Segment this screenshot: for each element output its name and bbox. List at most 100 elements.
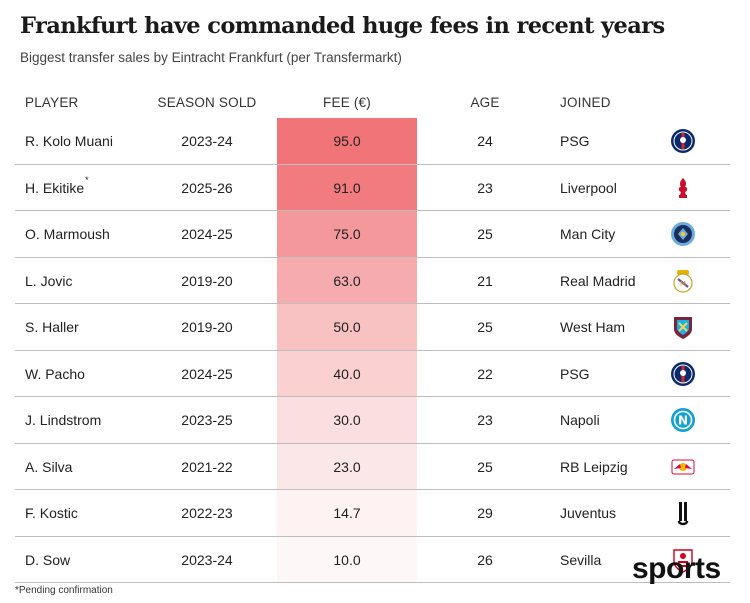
chart-title: Frankfurt have commanded huge fees in re… [20, 13, 665, 39]
joined-club: Juventus [560, 505, 617, 521]
player-name: R. Kolo Muani [25, 133, 113, 149]
row-divider [15, 489, 730, 490]
player-age: 25 [477, 226, 493, 242]
west-ham-logo-icon [670, 314, 696, 340]
player-age: 26 [477, 551, 493, 568]
table-row: S. Haller 2019-20 50.0 25 West Ham [15, 304, 730, 351]
row-divider [15, 396, 730, 397]
player-name: A. Silva [25, 458, 73, 475]
season-sold: 2025-26 [181, 179, 233, 196]
fee-heat-cell [277, 118, 417, 165]
row-divider [15, 303, 730, 304]
season-sold: 2022-23 [181, 505, 233, 521]
table-row: W. Pacho 2024-25 40.0 22 PSG [15, 350, 730, 397]
col-header-age: AGE [470, 95, 500, 110]
fee-value: 23.0 [333, 458, 361, 475]
season-sold: 2023-24 [181, 133, 233, 149]
row-divider [15, 210, 730, 211]
fee-heat-cell [277, 211, 417, 258]
season-sold: 2023-25 [181, 412, 233, 428]
fee-value: 50.0 [333, 319, 361, 335]
col-header-joined: JOINED [560, 95, 611, 110]
sevilla-logo-icon [670, 547, 696, 573]
joined-club: RB Leipzig [560, 458, 628, 475]
svg-text:N: N [678, 414, 688, 428]
row-divider [15, 349, 730, 351]
table-row: L. Jovic 2019-20 63.0 21 Real Madrid M [15, 257, 730, 304]
table-row: F. Kostic 2022-23 14.7 29 Juventus [15, 490, 730, 537]
player-name: F. Kostic [25, 505, 78, 521]
fee-heat-cell [277, 257, 417, 304]
napoli-logo-icon: N [670, 407, 696, 433]
joined-club: Sevilla [560, 551, 602, 568]
player-name: J. Lindstrom [25, 412, 102, 428]
row-divider [15, 163, 730, 165]
fee-value: 75.0 [333, 226, 361, 242]
juventus-logo-icon [670, 500, 696, 526]
player-age: 22 [477, 365, 493, 382]
chart-subtitle: Biggest transfer sales by Eintracht Fran… [20, 50, 402, 65]
season-sold: 2024-25 [181, 226, 233, 242]
brand-logo: sports [632, 552, 721, 585]
season-sold: 2019-20 [181, 319, 233, 335]
fee-value: 63.0 [333, 272, 361, 289]
row-divider [15, 582, 730, 583]
joined-club: Man City [560, 226, 616, 242]
row-divider [15, 256, 730, 258]
table-row: R. Kolo Muani 2023-24 95.0 24 PSG [15, 118, 730, 165]
player-name: D. Sow [25, 551, 71, 568]
psg-logo-icon [670, 361, 696, 387]
player-name: H. Ekitike* [25, 174, 89, 196]
table-row: O. Marmoush 2024-25 75.0 25 Man City [15, 211, 730, 258]
fee-heat-cell [277, 536, 417, 583]
season-sold: 2023-24 [181, 551, 233, 568]
col-header-season: SEASON SOLD [157, 95, 257, 110]
player-age: 21 [477, 272, 493, 289]
man-city-logo-icon [670, 221, 696, 247]
player-name: S. Haller [25, 319, 79, 335]
season-sold: 2024-25 [181, 365, 233, 382]
table-row: H. Ekitike* 2025-26 91.0 23 Liverpool [15, 164, 730, 211]
player-age: 23 [477, 179, 493, 196]
season-sold: 2021-22 [181, 458, 233, 475]
fee-value: 95.0 [333, 133, 361, 149]
player-age: 25 [477, 458, 493, 475]
joined-club: Napoli [560, 412, 600, 428]
fee-heat-cell [277, 350, 417, 397]
fee-value: 10.0 [333, 551, 361, 568]
joined-club: Real Madrid [560, 272, 636, 289]
row-divider [15, 442, 730, 444]
player-name: W. Pacho [25, 365, 85, 382]
table-row: D. Sow 2023-24 10.0 26 Sevilla [15, 536, 730, 583]
fee-heat-cell [277, 397, 417, 444]
psg-logo-icon [670, 128, 696, 154]
fee-heat-cell [277, 164, 417, 211]
fee-value: 14.7 [333, 505, 361, 521]
table-row: A. Silva 2021-22 23.0 25 RB Leipzig [15, 443, 730, 490]
player-name: L. Jovic [25, 272, 73, 289]
rb-leipzig-logo-icon [670, 454, 696, 480]
player-age: 25 [477, 319, 493, 335]
player-age: 24 [477, 133, 493, 149]
player-age: 29 [477, 505, 493, 521]
joined-club: Liverpool [560, 179, 617, 196]
svg-text:M: M [680, 280, 686, 288]
col-header-fee: FEE (€) [323, 95, 371, 110]
joined-club: PSG [560, 365, 590, 382]
joined-club: West Ham [560, 319, 626, 335]
liverpool-logo-icon [670, 175, 696, 201]
fee-heat-cell [277, 490, 417, 537]
footnote: *Pending confirmation [15, 585, 113, 596]
player-name: O. Marmoush [25, 226, 110, 242]
player-age: 23 [477, 412, 493, 428]
pending-marker: * [85, 174, 89, 185]
row-divider [15, 535, 730, 537]
fee-heat-cell [277, 304, 417, 351]
fee-value: 30.0 [333, 412, 361, 428]
real-madrid-logo-icon: M [670, 268, 696, 294]
fee-value: 91.0 [333, 179, 361, 196]
season-sold: 2019-20 [181, 272, 233, 289]
joined-club: PSG [560, 133, 590, 149]
fee-heat-cell [277, 443, 417, 490]
fee-value: 40.0 [333, 365, 361, 382]
